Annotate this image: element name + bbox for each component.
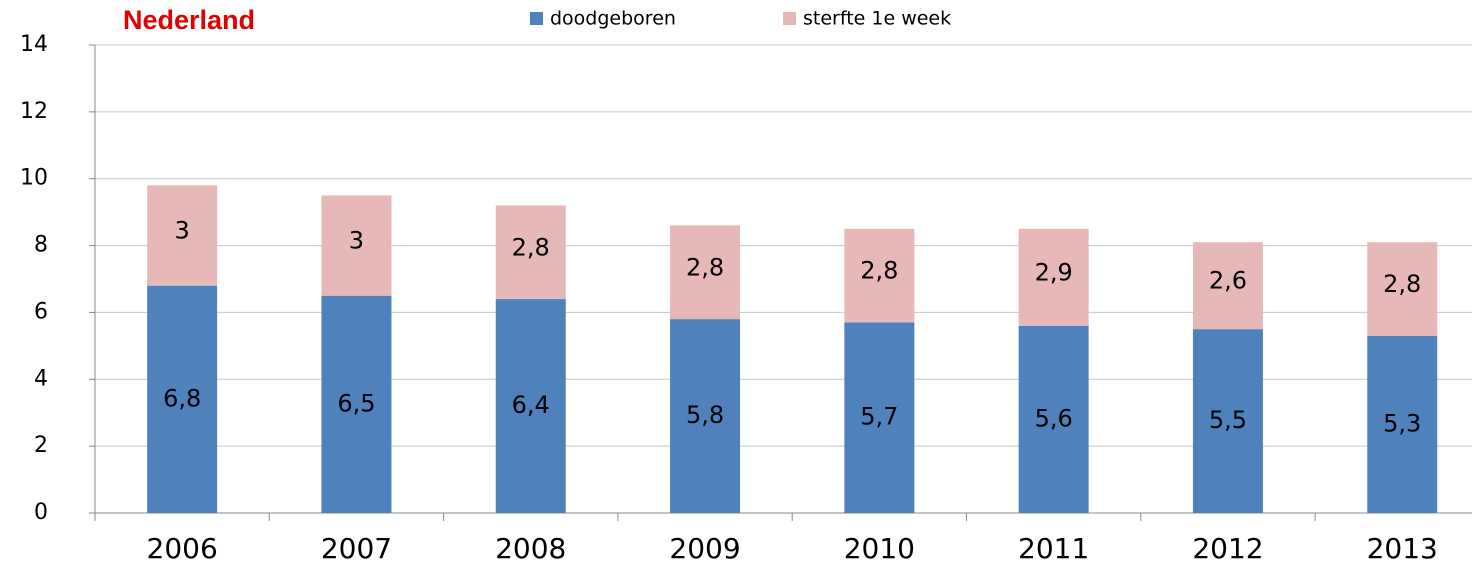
data-label: 2,8 — [686, 253, 724, 281]
legend-swatch — [783, 12, 796, 25]
legend-label: doodgeboren — [550, 8, 676, 30]
data-label: 5,7 — [860, 403, 898, 431]
y-tick-label: 2 — [34, 433, 48, 458]
bar-segment — [147, 285, 218, 513]
bar-segment — [495, 299, 566, 513]
legend-label: sterfte 1e week — [803, 8, 951, 30]
x-tick-label: 2012 — [1192, 532, 1263, 564]
bar-segment — [844, 322, 915, 513]
bar-segment — [670, 319, 741, 513]
y-tick-label: 14 — [20, 32, 48, 57]
data-label: 3 — [349, 227, 364, 255]
bar-segment — [1367, 335, 1438, 513]
chart-title: Nederland — [123, 5, 255, 35]
y-tick-label: 10 — [20, 166, 48, 191]
x-tick-label: 2006 — [147, 532, 218, 564]
data-label: 5,3 — [1383, 409, 1421, 437]
data-label: 2,8 — [860, 257, 898, 285]
x-tick-label: 2008 — [495, 532, 566, 564]
y-tick-label: 6 — [34, 299, 48, 324]
y-tick-label: 12 — [20, 99, 48, 124]
legend-swatch — [530, 12, 543, 25]
bar-segment — [1367, 242, 1438, 336]
data-label: 2,8 — [1383, 270, 1421, 298]
data-label: 2,8 — [512, 233, 550, 261]
x-tick-label: 2013 — [1367, 532, 1438, 564]
data-label: 3 — [175, 217, 190, 245]
bar-segment — [321, 195, 392, 296]
bar-segment — [1018, 228, 1089, 326]
y-tick-label: 4 — [34, 366, 48, 391]
x-tick-label: 2009 — [669, 532, 740, 564]
data-label: 5,5 — [1209, 406, 1247, 434]
data-label: 2,9 — [1035, 258, 1073, 286]
data-label: 5,8 — [686, 401, 724, 429]
data-label: 6,5 — [337, 389, 375, 417]
y-tick-label: 8 — [34, 233, 48, 258]
bar-segment — [844, 228, 915, 323]
data-label: 6,8 — [163, 384, 201, 412]
data-label: 5,6 — [1035, 404, 1073, 432]
bar-segment — [1192, 329, 1263, 513]
data-label: 2,6 — [1209, 267, 1247, 295]
y-tick-label: 0 — [34, 500, 48, 525]
bar-segment — [321, 295, 392, 513]
bar-segment — [1018, 325, 1089, 513]
bar-segment — [1192, 242, 1263, 330]
data-label: 6,4 — [512, 391, 550, 419]
x-tick-label: 2010 — [844, 532, 915, 564]
bar-segment — [670, 225, 741, 320]
bar-segment — [495, 205, 566, 300]
x-tick-label: 2011 — [1018, 532, 1089, 564]
x-tick-label: 2007 — [321, 532, 392, 564]
bar-segment — [147, 185, 218, 286]
